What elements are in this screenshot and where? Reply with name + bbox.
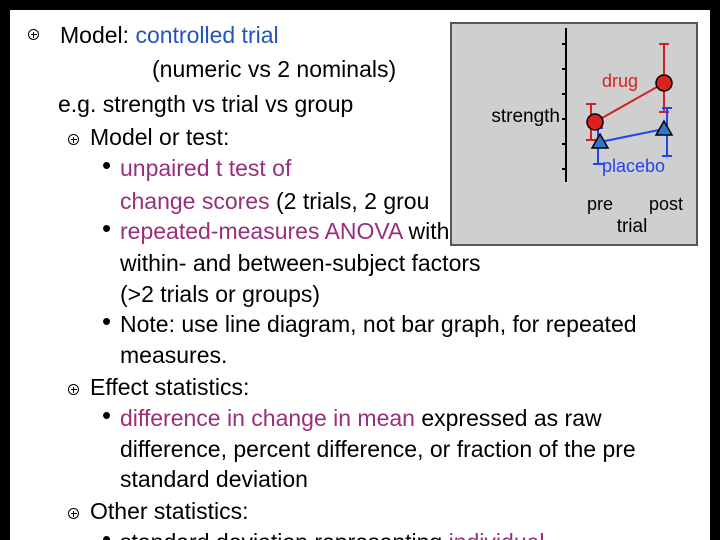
change-scores-rest: (2 trials, 2 grou <box>269 188 430 214</box>
factors-line: within- and between-subject factors <box>120 250 481 276</box>
placebo-pre-marker <box>590 132 610 149</box>
change-scores-line: change scores (2 trials, 2 grou <box>120 190 429 213</box>
bullet-icon <box>28 29 39 40</box>
x-axis-label: trial <box>617 216 648 237</box>
drug-label: drug <box>602 71 638 91</box>
model-line: Model: controlled trial <box>60 24 279 47</box>
placebo-label: placebo <box>602 156 665 176</box>
sub-bullet-icon: • <box>102 306 112 336</box>
diff-percent-line: difference, percent difference, or fract… <box>120 436 636 462</box>
trials-groups-line: (>2 trials or groups) <box>120 281 321 307</box>
rm-anova-line: repeated-measures ANOVA with <box>120 220 449 243</box>
other-stats-heading: Other statistics: <box>90 498 249 524</box>
bullet-icon <box>68 508 79 519</box>
drug-pre-marker <box>586 113 604 131</box>
measures-line: measures. <box>120 342 228 368</box>
numeric-vs-line: (numeric vs 2 nominals) <box>152 56 397 82</box>
expressed-as-text: expressed as raw <box>414 405 602 431</box>
drug-post-marker <box>655 74 673 92</box>
note-line: Note: use line diagram, not bar graph, f… <box>120 311 637 337</box>
rm-anova-term: repeated-measures ANOVA <box>120 218 403 244</box>
sub-bullet-icon: • <box>102 213 112 243</box>
cut-off-line: standard deviation representing individu… <box>120 531 545 540</box>
y-axis-label: strength <box>491 106 560 127</box>
model-or-test-heading: Model or test: <box>90 124 230 150</box>
post-tick-label: post <box>649 194 683 214</box>
rm-anova-with: with <box>402 218 450 244</box>
std-dev-line: standard deviation <box>120 466 308 492</box>
sub-bullet-icon: • <box>102 400 112 430</box>
model-prefix: Model: <box>60 22 136 48</box>
bullet-icon <box>68 134 79 145</box>
model-name: controlled trial <box>135 22 279 48</box>
sub-bullet-icon: • <box>102 150 112 180</box>
unpaired-line: unpaired t test of <box>120 155 292 181</box>
diff-in-change-term: difference in change in mean <box>120 405 415 431</box>
diff-in-change-line: difference in change in mean expressed a… <box>120 407 602 430</box>
change-scores-term: change scores <box>120 188 270 214</box>
pre-tick-label: pre <box>587 194 613 214</box>
placebo-post-marker <box>654 119 674 136</box>
slide: Model: controlled trial (numeric vs 2 no… <box>10 10 710 540</box>
example-line: e.g. strength vs trial vs group <box>58 91 354 117</box>
effect-stats-heading: Effect statistics: <box>90 374 250 400</box>
bullet-icon <box>68 384 79 395</box>
sub-bullet-icon: • <box>102 524 112 540</box>
line-diagram-figure: strength drug placebo pre post trial <box>450 22 698 246</box>
